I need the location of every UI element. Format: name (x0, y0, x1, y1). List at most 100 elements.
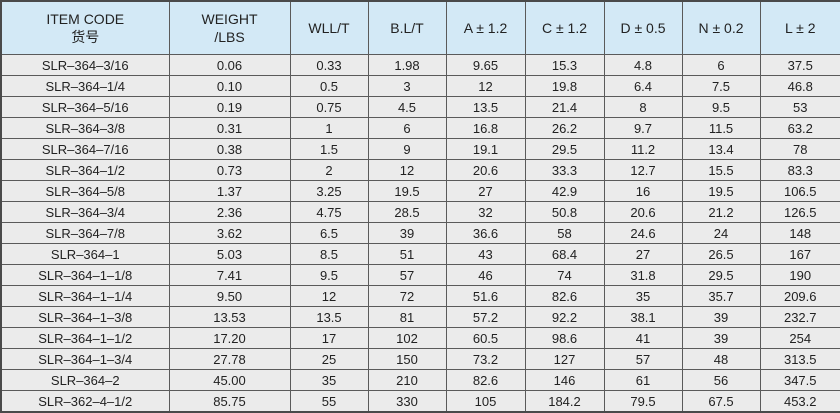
cell-weight: 17.20 (169, 328, 290, 349)
cell-item-code: SLR–364–1–1/4 (1, 286, 169, 307)
cell-c: 184.2 (525, 391, 604, 413)
cell-n: 26.5 (682, 244, 760, 265)
cell-a: 82.6 (446, 370, 525, 391)
cell-bl: 51 (368, 244, 446, 265)
cell-n: 19.5 (682, 181, 760, 202)
cell-bl: 210 (368, 370, 446, 391)
cell-item-code: SLR–364–5/16 (1, 97, 169, 118)
cell-item-code: SLR–364–1–3/4 (1, 349, 169, 370)
header-sublabel: /LBS (170, 28, 290, 46)
cell-wll: 55 (290, 391, 368, 413)
header-sublabel: 货号 (2, 28, 169, 46)
cell-d: 11.2 (604, 139, 682, 160)
cell-d: 24.6 (604, 223, 682, 244)
cell-a: 73.2 (446, 349, 525, 370)
cell-n: 9.5 (682, 97, 760, 118)
cell-c: 26.2 (525, 118, 604, 139)
cell-l: 232.7 (760, 307, 840, 328)
cell-wll: 8.5 (290, 244, 368, 265)
cell-weight: 13.53 (169, 307, 290, 328)
header-label: WLL/T (291, 19, 368, 37)
cell-a: 60.5 (446, 328, 525, 349)
cell-wll: 25 (290, 349, 368, 370)
cell-d: 27 (604, 244, 682, 265)
cell-item-code: SLR–362–4–1/2 (1, 391, 169, 413)
cell-c: 146 (525, 370, 604, 391)
cell-l: 148 (760, 223, 840, 244)
cell-c: 15.3 (525, 55, 604, 76)
cell-item-code: SLR–364–1–1/2 (1, 328, 169, 349)
cell-l: 78 (760, 139, 840, 160)
cell-c: 74 (525, 265, 604, 286)
cell-bl: 81 (368, 307, 446, 328)
header-label: WEIGHT (170, 10, 290, 28)
header-weight: WEIGHT/LBS (169, 1, 290, 55)
header-a: A ± 1.2 (446, 1, 525, 55)
cell-a: 9.65 (446, 55, 525, 76)
cell-weight: 1.37 (169, 181, 290, 202)
cell-a: 19.1 (446, 139, 525, 160)
cell-item-code: SLR–364–7/8 (1, 223, 169, 244)
cell-c: 19.8 (525, 76, 604, 97)
cell-n: 48 (682, 349, 760, 370)
cell-c: 42.9 (525, 181, 604, 202)
cell-wll: 2 (290, 160, 368, 181)
cell-n: 6 (682, 55, 760, 76)
cell-a: 36.6 (446, 223, 525, 244)
cell-wll: 0.33 (290, 55, 368, 76)
cell-item-code: SLR–364–3/4 (1, 202, 169, 223)
header-label: C ± 1.2 (526, 19, 604, 37)
cell-d: 41 (604, 328, 682, 349)
cell-d: 61 (604, 370, 682, 391)
cell-d: 6.4 (604, 76, 682, 97)
cell-l: 313.5 (760, 349, 840, 370)
cell-bl: 1.98 (368, 55, 446, 76)
cell-l: 190 (760, 265, 840, 286)
cell-c: 82.6 (525, 286, 604, 307)
cell-n: 15.5 (682, 160, 760, 181)
cell-wll: 35 (290, 370, 368, 391)
cell-l: 347.5 (760, 370, 840, 391)
cell-l: 37.5 (760, 55, 840, 76)
cell-a: 43 (446, 244, 525, 265)
header-label: D ± 0.5 (605, 19, 682, 37)
cell-a: 46 (446, 265, 525, 286)
cell-bl: 330 (368, 391, 446, 413)
cell-item-code: SLR–364–2 (1, 370, 169, 391)
cell-weight: 85.75 (169, 391, 290, 413)
cell-l: 167 (760, 244, 840, 265)
cell-l: 453.2 (760, 391, 840, 413)
cell-c: 50.8 (525, 202, 604, 223)
cell-d: 12.7 (604, 160, 682, 181)
cell-weight: 3.62 (169, 223, 290, 244)
cell-bl: 4.5 (368, 97, 446, 118)
cell-a: 20.6 (446, 160, 525, 181)
cell-l: 254 (760, 328, 840, 349)
cell-weight: 0.38 (169, 139, 290, 160)
cell-l: 53 (760, 97, 840, 118)
cell-a: 27 (446, 181, 525, 202)
cell-item-code: SLR–364–5/8 (1, 181, 169, 202)
cell-a: 32 (446, 202, 525, 223)
cell-wll: 12 (290, 286, 368, 307)
cell-bl: 9 (368, 139, 446, 160)
cell-n: 11.5 (682, 118, 760, 139)
cell-bl: 39 (368, 223, 446, 244)
cell-n: 39 (682, 307, 760, 328)
header-n: N ± 0.2 (682, 1, 760, 55)
cell-d: 79.5 (604, 391, 682, 413)
header-label: N ± 0.2 (683, 19, 760, 37)
cell-c: 68.4 (525, 244, 604, 265)
cell-n: 56 (682, 370, 760, 391)
cell-d: 4.8 (604, 55, 682, 76)
cell-wll: 4.75 (290, 202, 368, 223)
